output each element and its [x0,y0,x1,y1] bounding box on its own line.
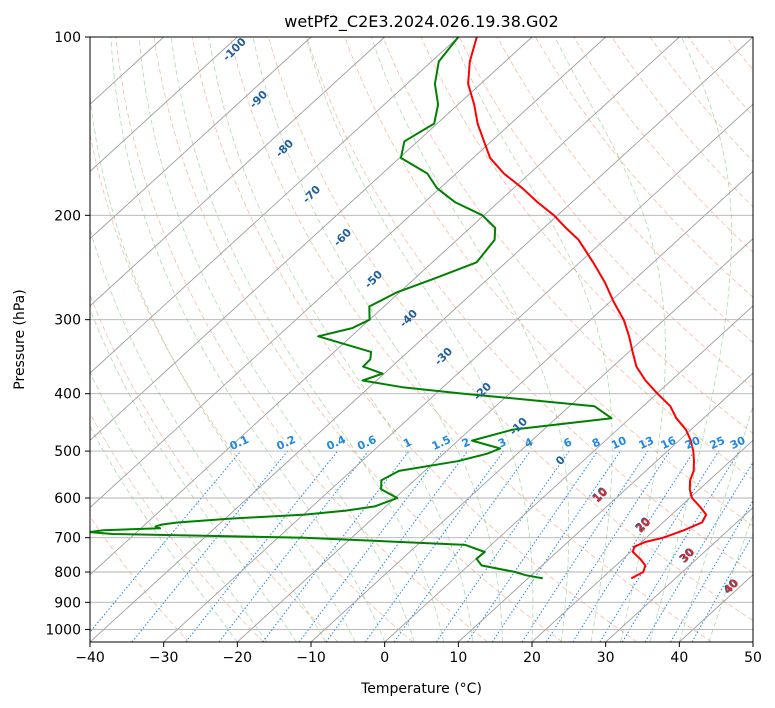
isotherm-line [90,37,753,642]
moist-adiabat-line [208,37,474,642]
dry-adiabat-line [458,37,753,389]
isotherm-line [90,37,386,307]
mixing-ratio-label: 20 [683,434,703,452]
mixing-ratio-line [644,461,753,642]
isotherm-line [310,238,753,642]
moist-adiabat-line [554,37,666,642]
x-tick-label: −40 [75,650,105,666]
x-tick-label: 40 [670,650,688,666]
moist-adiabat-line [170,37,444,642]
mixing-ratio-label: 25 [708,434,727,452]
mixing-ratio-label: 13 [637,434,656,452]
dewpoint-line [90,37,613,580]
moist-adiabat-line [90,425,238,642]
y-tick-label: 300 [54,313,81,329]
x-tick-label: 10 [449,650,467,666]
moist-adiabat-line [252,37,503,642]
isotherm-line [457,372,753,642]
background-lines [90,37,753,642]
dry-adiabat-line [611,37,753,208]
mixing-ratio-line [545,450,671,642]
y-tick-label: 400 [54,387,81,403]
dry-adiabat-line [497,37,753,343]
y-axis-ticks: 100 200 300 400 500 600 700 800 900 1000 [45,30,90,638]
mixing-ratio-line [435,450,570,642]
y-tick-label: 100 [54,30,81,46]
mixing-ratio-line [521,450,649,642]
dry-adiabat-line [90,132,414,642]
plot-frame [89,36,754,643]
y-tick-label: 1000 [45,622,81,638]
dry-adiabat-line [535,37,753,298]
x-tick-label: 20 [523,650,541,666]
mixing-ratio-line [262,450,410,642]
dry-adiabat-line [649,37,753,163]
mixing-ratio-label: 10 [609,434,629,452]
isotherm-line [90,37,459,374]
mixing-ratio-line [572,450,695,642]
isotherm-line [384,305,753,642]
mixing-ratio-label: 16 [659,434,679,452]
x-tick-label: 30 [597,650,615,666]
mixing-ratio-line [621,450,740,642]
moist-adiabat-line [138,37,415,642]
moist-adiabat-line [370,37,570,642]
y-tick-label: 800 [54,565,81,581]
mixing-ratio-line [491,450,621,642]
dry-adiabat-line [90,294,339,642]
dry-adiabat-line [382,37,753,480]
temperature-line [467,37,708,580]
moist-adiabat-line [90,307,297,642]
x-tick-label: −20 [223,650,253,666]
x-tick-label: 50 [744,650,762,666]
moist-adiabat-line [451,37,613,642]
mixing-ratio-line [325,450,468,642]
isotherm-line [163,103,753,642]
x-tick-label: −10 [296,650,326,666]
moist-adiabat-line [110,37,386,642]
moist-adiabat-line [90,92,356,642]
y-tick-label: 600 [54,491,81,507]
mixing-ratio-label: 30 [728,434,748,452]
dry-adiabat-line [306,37,753,574]
dry-adiabat-line [268,37,753,621]
moist-adiabat-line [305,37,534,642]
mixing-ratio-line [467,450,599,642]
y-tick-label: 900 [54,595,81,611]
mixing-ratio-line [599,450,720,642]
isotherm-line [531,439,753,642]
moist-adiabat-line [90,371,268,642]
y-axis-label: Pressure (hPa) [12,289,28,389]
isotherm-line [90,37,238,173]
profile-lines [90,37,708,580]
dry-adiabat-line [191,37,638,642]
y-tick-label: 500 [54,444,81,460]
moist-adiabat-line [678,404,753,642]
moist-adiabat-line [90,227,327,642]
chart-title: wetPf2_C2E3.2024.026.19.38.G02 [284,12,558,32]
x-axis-label: Temperature (°C) [360,681,482,697]
mixing-ratio-line [218,450,369,642]
isotherm-line [90,37,607,509]
mixing-ratio-line [185,450,338,642]
isotherm-line [90,37,533,441]
dry-adiabat-line [90,515,190,642]
y-tick-label: 200 [54,208,81,224]
isotherm-line [236,170,753,642]
moist-adiabat-line [708,513,753,642]
moist-adiabat-line [649,37,733,642]
mixing-ratio-line [298,450,444,642]
dry-adiabat-line [344,37,753,527]
dry-adiabat-line [229,37,712,642]
x-tick-label: 0 [380,650,389,666]
isotherm-line [605,506,753,642]
x-tick-label: −30 [149,650,179,666]
mixing-ratio-line [364,450,505,642]
x-axis-ticks: −40 −30 −20 −10 0 10 20 30 40 50 [75,642,762,666]
y-tick-label: 700 [54,531,81,547]
isotherm-line [90,37,680,576]
dry-adiabat-line [115,37,488,642]
isotherm-line [90,37,312,240]
